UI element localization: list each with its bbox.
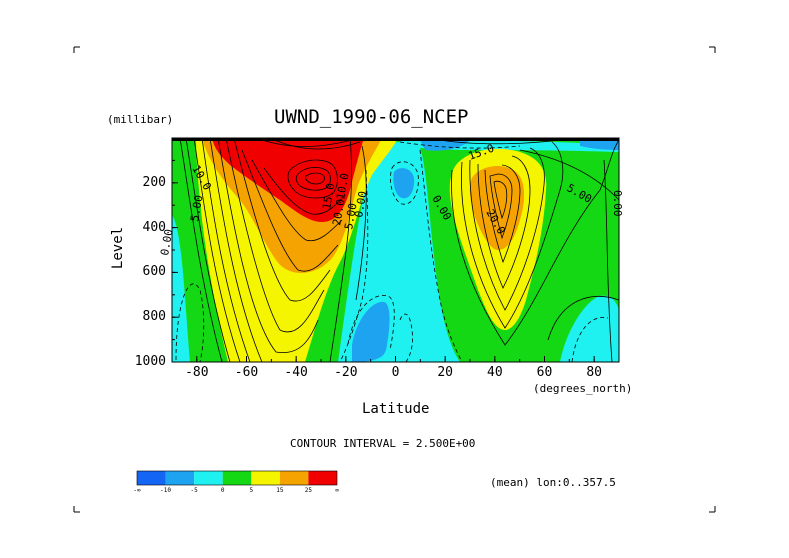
x-tick-label: 0 — [391, 365, 400, 380]
contour-label: 20.0 — [330, 198, 347, 226]
x-tick-label: -20 — [334, 365, 358, 380]
colorbar-swatch — [251, 471, 280, 485]
colorbar-label: 5 — [249, 487, 253, 494]
contour-label: 0.00 — [352, 190, 369, 218]
y-tick-label: 600 — [142, 264, 166, 280]
y-tick-label: 800 — [142, 309, 166, 325]
colorbar-swatch — [308, 471, 337, 485]
x-tick-label: 80 — [586, 365, 602, 380]
contour-interval-label: CONTOUR INTERVAL = 2.500E+00 — [290, 437, 476, 450]
colorbar-label: 0 — [221, 487, 225, 494]
colorbar-label: -∞ — [133, 487, 141, 494]
x-tick-label: -60 — [234, 365, 259, 380]
contour-label: 5.00 — [342, 202, 359, 230]
colorbar-label: -10 — [160, 487, 171, 494]
x-axis-label: Latitude — [362, 401, 430, 417]
colorbar-label: ∞ — [335, 487, 339, 494]
y-tick-label: 400 — [142, 219, 166, 235]
negative-contours-layer — [175, 141, 609, 362]
contour-label: 10.0 — [334, 172, 351, 200]
x-units-label: (degrees_north) — [533, 382, 633, 395]
contour-lines-layer — [179, 138, 619, 362]
colorbar-frame — [136, 470, 338, 486]
y-tick-label: 200 — [142, 174, 166, 190]
axis-ticks — [171, 159, 620, 363]
contour-label: 0.00 — [611, 190, 624, 217]
colorbar-swatch — [222, 471, 252, 485]
contour-label: 0.00 — [158, 228, 175, 256]
colorbar-swatch — [194, 471, 223, 485]
x-tick-label: -40 — [284, 365, 308, 380]
contour-label: 15.0 — [320, 182, 337, 210]
x-tick-label: -80 — [185, 365, 209, 380]
contour-label: 5.00 — [188, 194, 205, 222]
chart-title: UWND_1990-06_NCEP — [274, 106, 469, 128]
x-tick-label: 20 — [437, 365, 453, 380]
colorbar-label: 15 — [276, 487, 284, 494]
colorbar-label: -5 — [191, 487, 199, 494]
colorbar-swatch — [137, 471, 166, 485]
x-tick-label: 60 — [536, 365, 553, 380]
y-units-label: (millibar) — [107, 113, 174, 126]
footer-label: (mean) lon:0..357.5 — [490, 476, 616, 489]
colorbar-swatch — [165, 471, 195, 485]
y-tick-label: 1000 — [134, 354, 166, 369]
colorbar: -∞ -10 -5 0 5 15 25 ∞ — [133, 470, 339, 494]
x-tick-label: 40 — [487, 365, 503, 380]
colorbar-label: 25 — [305, 487, 313, 494]
colorbar-swatch — [279, 471, 309, 485]
